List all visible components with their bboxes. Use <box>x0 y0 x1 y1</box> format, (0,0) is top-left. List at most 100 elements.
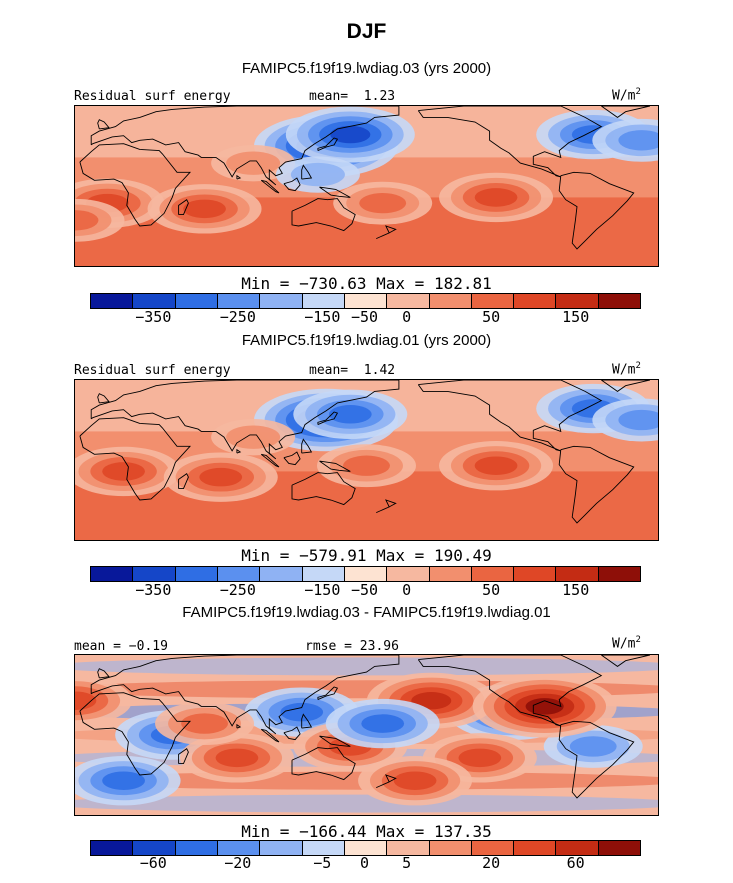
coastline-sumatra <box>260 179 280 194</box>
colorbar-tick-label-3: −50 <box>350 308 379 326</box>
field-blob-7-level-3 <box>75 691 97 710</box>
colorbar-swatch-10 <box>514 294 557 308</box>
panel2-min-value: −579.91 <box>299 546 367 565</box>
panel2-colorbar <box>90 566 641 582</box>
colorbar-swatch-5 <box>302 841 345 855</box>
panel1-mean-label: mean= <box>309 89 349 104</box>
panel1-field-label: Residual surf energy <box>74 89 231 104</box>
field-blob-3-level-2 <box>618 130 658 151</box>
colorbar-swatch-6 <box>344 294 388 308</box>
panel2-units-exp: 2 <box>635 361 641 371</box>
coastline-north-america <box>417 380 603 452</box>
panel3-mean-value: −0.19 <box>128 639 168 654</box>
coastline-philippines <box>301 713 313 729</box>
coastline-new-zealand <box>376 499 397 514</box>
anomaly-band-6 <box>75 794 658 813</box>
panel2-map <box>74 379 659 541</box>
coastline-borneo <box>283 451 301 466</box>
field-blob-5-level-3 <box>199 467 243 487</box>
coastline-new-guinea <box>319 186 351 198</box>
coastline-borneo <box>283 177 301 192</box>
coastline-new-zealand <box>376 774 397 789</box>
colorbar-swatch-4 <box>260 841 303 855</box>
coastline-north-america <box>417 655 603 727</box>
coastline-sri-lanka <box>236 174 242 180</box>
coastline-europe-asia <box>90 380 400 460</box>
field-blob-6-level-3 <box>183 199 226 219</box>
field-blob-8-level-1 <box>226 425 281 449</box>
panel3-map-svg <box>75 655 658 815</box>
coastline-madagascar <box>178 748 189 765</box>
panel1-max-label: Max = <box>366 274 434 293</box>
coastline-greenland <box>601 380 651 392</box>
coastline-africa <box>79 143 192 227</box>
panel1-colorbar-ticks: −350 −250 −150 −50 0 50 150 <box>90 308 639 326</box>
panel1-units-base: W/m <box>612 88 636 104</box>
panel1-minmax: Min = −730.63 Max = 182.81 <box>0 274 733 293</box>
coastline-greenland <box>601 106 651 118</box>
colorbar-swatch-0 <box>91 841 134 855</box>
panel2-map-svg <box>75 380 658 540</box>
field-blob-3-level-2 <box>618 409 658 431</box>
field-blob-2-level-4 <box>411 692 452 710</box>
colorbar-swatch-7 <box>387 841 430 855</box>
colorbar-swatch-2 <box>175 294 218 308</box>
colorbar-swatch-7 <box>387 567 430 581</box>
colorbar-swatch-3 <box>217 567 261 581</box>
panel3-max-label: Max = <box>366 822 434 841</box>
panel3-subtitle: FAMIPC5.f19f19.lwdiag.03 - FAMIPC5.f19f1… <box>182 604 551 621</box>
panel3-min-value: −166.44 <box>299 822 367 841</box>
colorbar-swatch-9 <box>471 841 515 855</box>
panel2-colorbar-ticks: −350 −250 −150 −50 0 50 150 <box>90 581 639 599</box>
panel1-mean-value: 1.23 <box>363 89 396 104</box>
colorbar-swatch-8 <box>429 567 472 581</box>
field-blob-13-level-2 <box>181 713 229 734</box>
coastline-sri-lanka <box>236 448 242 454</box>
panel3-max-value: 137.35 <box>433 822 492 841</box>
coastline-uk <box>97 393 110 404</box>
panel1-min-value: −730.63 <box>299 274 367 293</box>
colorbar-swatch-0 <box>91 294 134 308</box>
panel1-min-label: Min = <box>241 274 300 293</box>
panel3-units: W/m2 <box>612 635 641 651</box>
coastline-sri-lanka <box>236 723 242 729</box>
colorbar-tick-label-0: −350 <box>135 308 172 326</box>
coastline-japan <box>317 137 339 152</box>
colorbar-swatch-6 <box>344 567 388 581</box>
field-blob-9-level-2 <box>75 210 99 231</box>
colorbar-tick-label-5: 50 <box>482 308 501 326</box>
coastline-south-america <box>558 171 635 250</box>
colorbar-swatch-11 <box>556 567 599 581</box>
colorbar-swatch-8 <box>429 841 472 855</box>
coastline-europe-asia <box>90 655 400 735</box>
panel3-rmse: rmse = 23.96 <box>305 639 399 654</box>
colorbar-tick-label-5: 50 <box>482 581 501 599</box>
field-blob-4-level-3 <box>102 462 145 481</box>
field-blob-1-level-4 <box>330 125 371 144</box>
colorbar-tick-label-0: −60 <box>139 854 167 872</box>
colorbar-tick-label-2: −150 <box>304 308 341 326</box>
figure-title: DJF <box>346 20 387 43</box>
panel3-mean-label: mean = <box>74 639 129 654</box>
colorbar-tick-label-2: −150 <box>304 581 341 599</box>
colorbar-swatch-1 <box>133 841 176 855</box>
coastline-sumatra <box>260 453 280 468</box>
coastline-borneo <box>283 726 301 741</box>
colorbar-swatch-4 <box>260 294 303 308</box>
colorbar-swatch-6 <box>344 841 388 855</box>
coastline-uk <box>97 119 110 130</box>
colorbar-swatch-2 <box>175 567 218 581</box>
coastline-sumatra <box>260 728 280 743</box>
colorbar-swatch-8 <box>429 294 472 308</box>
panel2-field-label: Residual surf energy <box>74 363 231 378</box>
panel3-rmse-label: rmse = <box>305 639 360 654</box>
panel1-max-value: 182.81 <box>433 274 492 293</box>
panel3-rmse-value: 23.96 <box>359 639 399 654</box>
coastline-new-guinea <box>319 735 351 747</box>
colorbar-tick-label-1: −250 <box>219 581 256 599</box>
panel1-mean: mean= 1.23 <box>309 89 395 104</box>
colorbar-tick-label-3: 0 <box>359 854 370 872</box>
colorbar-swatch-5 <box>302 567 345 581</box>
panel2-minmax: Min = −579.91 Max = 190.49 <box>0 546 733 565</box>
colorbar-swatch-1 <box>133 567 176 581</box>
